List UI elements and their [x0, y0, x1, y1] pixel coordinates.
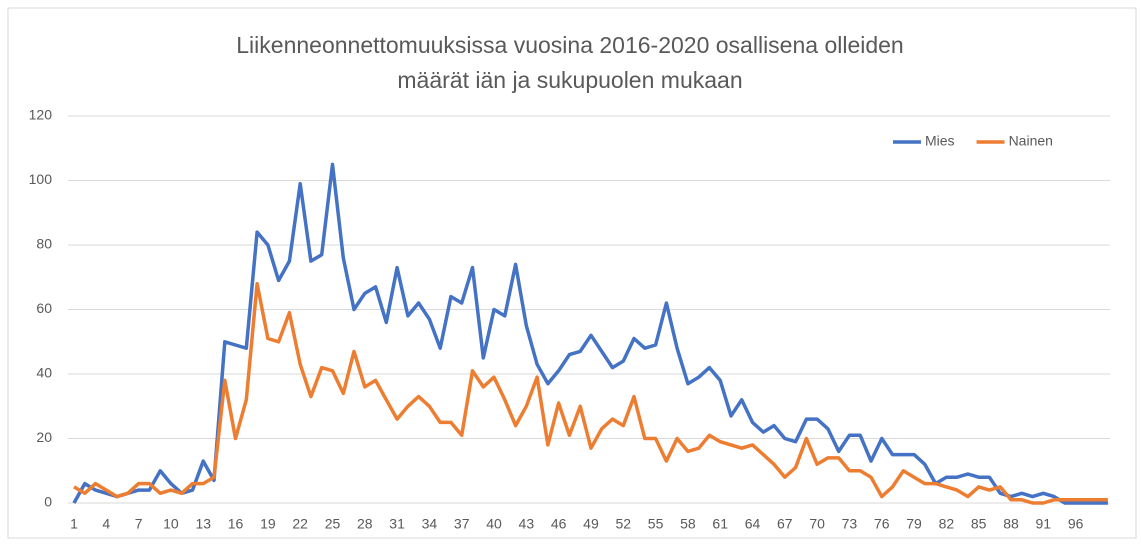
x-tick-label: 46	[551, 516, 567, 532]
x-tick-label: 43	[519, 516, 535, 532]
x-tick-label: 13	[195, 516, 211, 532]
y-tick-label: 100	[29, 171, 53, 187]
x-tick-label: 28	[357, 516, 373, 532]
x-tick-label: 25	[325, 516, 341, 532]
x-tick-label: 73	[842, 516, 858, 532]
x-tick-label: 64	[745, 516, 761, 532]
x-tick-label: 76	[874, 516, 890, 532]
y-tick-label: 120	[29, 107, 53, 123]
x-tick-label: 4	[102, 516, 110, 532]
x-tick-label: 70	[809, 516, 825, 532]
x-tick-label: 55	[648, 516, 664, 532]
y-tick-label: 80	[36, 236, 52, 252]
x-tick-label: 49	[583, 516, 599, 532]
x-tick-label: 61	[712, 516, 728, 532]
x-tick-label: 16	[228, 516, 244, 532]
x-tick-label: 10	[163, 516, 179, 532]
x-tick-label: 67	[777, 516, 793, 532]
x-tick-label: 40	[486, 516, 502, 532]
x-tick-label: 58	[680, 516, 696, 532]
x-tick-label: 96	[1068, 516, 1084, 532]
x-tick-label: 88	[1003, 516, 1019, 532]
x-tick-label: 31	[389, 516, 405, 532]
y-tick-label: 60	[36, 300, 52, 316]
line-series	[73, 281, 1108, 505]
x-tick-label: 82	[939, 516, 955, 532]
y-tick-label: 40	[36, 365, 52, 381]
x-tick-label: 7	[135, 516, 143, 532]
chart-title: määrät iän ja sukupuolen mukaan	[397, 67, 742, 93]
x-tick-label: 91	[1036, 516, 1052, 532]
legend-label: Nainen	[1009, 133, 1053, 149]
x-tick-label: 79	[906, 516, 922, 532]
x-tick-label: 34	[422, 516, 438, 532]
chart-title: Liikenneonnettomuuksissa vuosina 2016-20…	[236, 32, 903, 58]
x-tick-label: 1	[70, 516, 78, 532]
chart-frame	[7, 7, 1137, 539]
y-tick-label: 20	[36, 429, 52, 445]
x-tick-label: 22	[292, 516, 308, 532]
legend-label: Mies	[925, 133, 955, 149]
x-tick-label: 37	[454, 516, 470, 532]
x-tick-label: 19	[260, 516, 276, 532]
x-tick-label: 52	[615, 516, 631, 532]
y-tick-label: 0	[44, 494, 52, 510]
x-tick-label: 85	[971, 516, 987, 532]
